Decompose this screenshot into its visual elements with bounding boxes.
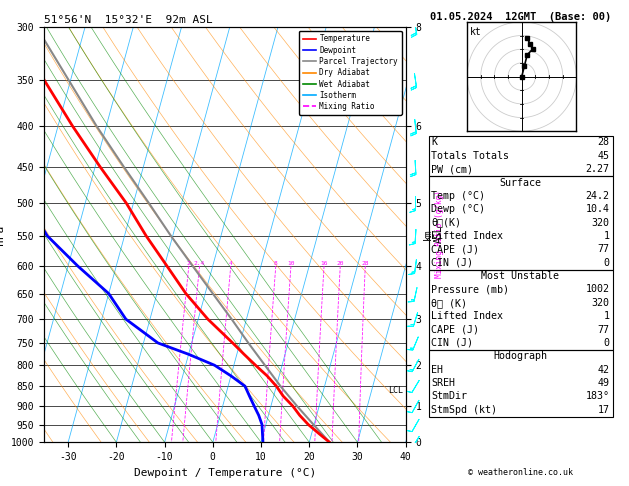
Text: θᴇ (K): θᴇ (K) bbox=[431, 298, 467, 308]
Text: Totals Totals: Totals Totals bbox=[431, 151, 509, 161]
Text: 77: 77 bbox=[598, 244, 610, 254]
Text: CIN (J): CIN (J) bbox=[431, 258, 474, 268]
Text: 10: 10 bbox=[287, 261, 295, 266]
Text: kt: kt bbox=[470, 27, 482, 37]
Text: 20: 20 bbox=[337, 261, 344, 266]
Text: 01.05.2024  12GMT  (Base: 00): 01.05.2024 12GMT (Base: 00) bbox=[430, 12, 611, 22]
Text: 28: 28 bbox=[598, 138, 610, 147]
Text: Surface: Surface bbox=[499, 177, 541, 188]
Text: 49: 49 bbox=[598, 378, 610, 388]
Text: SREH: SREH bbox=[431, 378, 455, 388]
Text: StmSpd (kt): StmSpd (kt) bbox=[431, 405, 498, 415]
Y-axis label: hPa: hPa bbox=[0, 225, 5, 244]
Text: 0: 0 bbox=[603, 338, 610, 348]
Legend: Temperature, Dewpoint, Parcel Trajectory, Dry Adiabat, Wet Adiabat, Isotherm, Mi: Temperature, Dewpoint, Parcel Trajectory… bbox=[299, 31, 402, 115]
Y-axis label: km
ASL: km ASL bbox=[423, 226, 444, 243]
Text: 77: 77 bbox=[598, 325, 610, 334]
Text: 320: 320 bbox=[591, 298, 610, 308]
Text: 24.2: 24.2 bbox=[586, 191, 610, 201]
Text: 2.27: 2.27 bbox=[586, 164, 610, 174]
Text: 45: 45 bbox=[598, 151, 610, 161]
Text: 10.4: 10.4 bbox=[586, 204, 610, 214]
Text: Hodograph: Hodograph bbox=[493, 351, 547, 361]
Text: Pressure (mb): Pressure (mb) bbox=[431, 284, 509, 295]
Text: 17: 17 bbox=[598, 405, 610, 415]
Text: 51°56'N  15°32'E  92m ASL: 51°56'N 15°32'E 92m ASL bbox=[44, 15, 213, 25]
Text: K: K bbox=[431, 138, 438, 147]
Text: 28: 28 bbox=[362, 261, 369, 266]
Text: CAPE (J): CAPE (J) bbox=[431, 325, 479, 334]
Text: 2: 2 bbox=[187, 261, 191, 266]
Text: Most Unstable: Most Unstable bbox=[481, 271, 559, 281]
Text: 0: 0 bbox=[603, 258, 610, 268]
Text: 1: 1 bbox=[603, 311, 610, 321]
Text: 4: 4 bbox=[229, 261, 233, 266]
Text: CAPE (J): CAPE (J) bbox=[431, 244, 479, 254]
Text: Lifted Index: Lifted Index bbox=[431, 311, 503, 321]
Text: 8: 8 bbox=[274, 261, 277, 266]
Text: 16: 16 bbox=[320, 261, 328, 266]
Text: 42: 42 bbox=[598, 364, 610, 375]
Text: 2.4: 2.4 bbox=[194, 261, 205, 266]
Text: 1: 1 bbox=[603, 231, 610, 241]
Text: PW (cm): PW (cm) bbox=[431, 164, 474, 174]
Text: Mixing Ratio (g/kg): Mixing Ratio (g/kg) bbox=[435, 191, 443, 278]
Text: θᴇ(K): θᴇ(K) bbox=[431, 218, 462, 227]
Text: EH: EH bbox=[431, 364, 443, 375]
Text: 183°: 183° bbox=[586, 391, 610, 401]
X-axis label: Dewpoint / Temperature (°C): Dewpoint / Temperature (°C) bbox=[134, 468, 316, 478]
Text: StmDir: StmDir bbox=[431, 391, 467, 401]
Text: © weatheronline.co.uk: © weatheronline.co.uk bbox=[468, 468, 572, 477]
Text: CIN (J): CIN (J) bbox=[431, 338, 474, 348]
Text: 1002: 1002 bbox=[586, 284, 610, 295]
Text: LCL: LCL bbox=[388, 386, 403, 395]
Text: 320: 320 bbox=[591, 218, 610, 227]
Text: Lifted Index: Lifted Index bbox=[431, 231, 503, 241]
Text: Temp (°C): Temp (°C) bbox=[431, 191, 486, 201]
Text: Dewp (°C): Dewp (°C) bbox=[431, 204, 486, 214]
